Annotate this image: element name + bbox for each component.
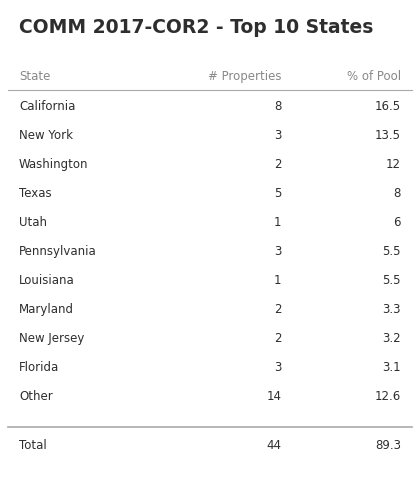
Text: 5: 5 [274,187,281,200]
Text: 2: 2 [274,158,281,171]
Text: 13.5: 13.5 [375,129,401,142]
Text: 1: 1 [274,216,281,229]
Text: California: California [19,100,75,113]
Text: 8: 8 [394,187,401,200]
Text: New York: New York [19,129,73,142]
Text: 6: 6 [394,216,401,229]
Text: COMM 2017-COR2 - Top 10 States: COMM 2017-COR2 - Top 10 States [19,18,373,37]
Text: 12: 12 [386,158,401,171]
Text: 3: 3 [274,361,281,374]
Text: Texas: Texas [19,187,52,200]
Text: Washington: Washington [19,158,88,171]
Text: 2: 2 [274,332,281,345]
Text: Total: Total [19,439,47,452]
Text: 8: 8 [274,100,281,113]
Text: 2: 2 [274,303,281,316]
Text: 5.5: 5.5 [383,245,401,258]
Text: New Jersey: New Jersey [19,332,84,345]
Text: Other: Other [19,390,52,403]
Text: 3.2: 3.2 [383,332,401,345]
Text: 16.5: 16.5 [375,100,401,113]
Text: 3: 3 [274,245,281,258]
Text: 44: 44 [266,439,281,452]
Text: 3.1: 3.1 [383,361,401,374]
Text: 3.3: 3.3 [383,303,401,316]
Text: Florida: Florida [19,361,59,374]
Text: Utah: Utah [19,216,47,229]
Text: % of Pool: % of Pool [347,70,401,83]
Text: 12.6: 12.6 [375,390,401,403]
Text: 3: 3 [274,129,281,142]
Text: # Properties: # Properties [208,70,281,83]
Text: Louisiana: Louisiana [19,274,75,287]
Text: 5.5: 5.5 [383,274,401,287]
Text: 14: 14 [266,390,281,403]
Text: 1: 1 [274,274,281,287]
Text: State: State [19,70,50,83]
Text: Maryland: Maryland [19,303,74,316]
Text: Pennsylvania: Pennsylvania [19,245,97,258]
Text: 89.3: 89.3 [375,439,401,452]
